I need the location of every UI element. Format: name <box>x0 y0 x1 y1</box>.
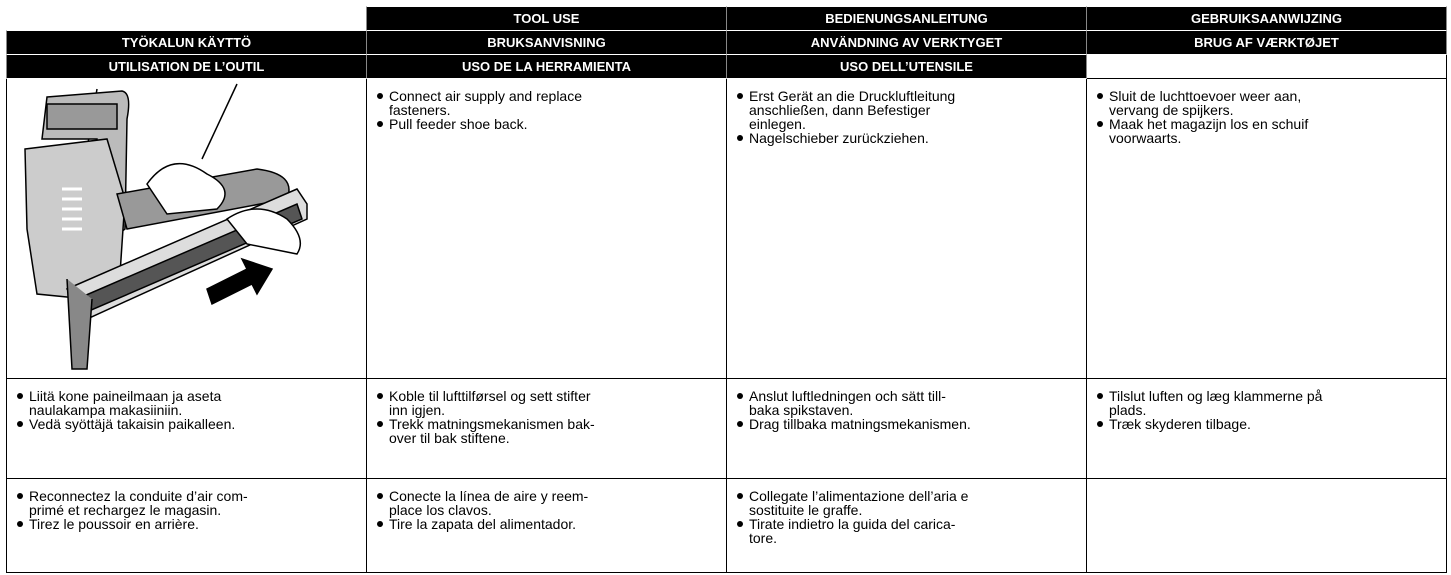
bullet-item: Koble til lufttilførsel og sett stifter … <box>375 389 718 417</box>
header-cell: TYÖKALUN KÄYTTÖ <box>6 30 367 55</box>
bullet-item: Pull feeder shoe back. <box>375 117 718 131</box>
bullet-text: Sluit de luchttoevoer weer aan, vervang … <box>1109 88 1302 118</box>
bullet-item: Maak het magazijn los en schuif voorwaar… <box>1095 117 1438 145</box>
bullet-dot <box>737 93 743 99</box>
text-cell: Sluit de luchttoevoer weer aan, vervang … <box>1086 78 1447 379</box>
bullet-text: Tilslut luften og læg klammerne på plads… <box>1109 388 1323 418</box>
bullet-text: Reconnectez la conduite d’air com- primé… <box>29 488 248 518</box>
text-cell: Tilslut luften og læg klammerne på plads… <box>1086 378 1447 479</box>
header-cell: UTILISATION DE L’OUTIL <box>6 54 367 79</box>
bullet-item: Vedä syöttäjä takaisin paikalleen. <box>15 417 358 431</box>
text-cell: Connect air supply and replace fasteners… <box>366 78 727 379</box>
bullet-dot <box>377 393 383 399</box>
bullet-text: Connect air supply and replace fasteners… <box>389 88 583 118</box>
bullet-dot <box>17 421 23 427</box>
bullet-text: Liitä kone paineilmaan ja aseta naulakam… <box>29 388 222 418</box>
header-cell: BRUG AF VÆRKTØJET <box>1086 30 1447 55</box>
bullet-dot <box>1097 421 1103 427</box>
bullet-item: Træk skyderen tilbage. <box>1095 417 1438 431</box>
bullet-dot <box>1097 93 1103 99</box>
bullet-item: Tirate indietro la guida del carica- tor… <box>735 517 1078 545</box>
bullet-text: Trekk matningsmekanismen bak- over til b… <box>389 416 595 446</box>
text-cell: Koble til lufttilførsel og sett stifter … <box>366 378 727 479</box>
bullet-dot <box>17 493 23 499</box>
bullet-item: Tire la zapata del alimentador. <box>375 517 718 531</box>
bullet-item: Drag tillbaka matningsmekanismen. <box>735 417 1078 431</box>
bullet-item: Tilslut luften og læg klammerne på plads… <box>1095 389 1438 417</box>
bullet-text: Træk skyderen tilbage. <box>1109 416 1251 432</box>
bullet-dot <box>377 493 383 499</box>
empty-cell <box>1086 54 1447 79</box>
bullet-dot <box>737 135 743 141</box>
bullet-item: Conecte la línea de aire y reem- place l… <box>375 489 718 517</box>
header-cell: GEBRUIKSAANWIJZING <box>1086 6 1447 31</box>
text-cell: Reconnectez la conduite d’air com- primé… <box>6 478 367 573</box>
header-cell: BRUKSANVISNING <box>366 30 727 55</box>
bullet-text: Vedä syöttäjä takaisin paikalleen. <box>29 416 236 432</box>
bullet-item: Connect air supply and replace fasteners… <box>375 89 718 117</box>
bullet-text: Nagelschieber zurückziehen. <box>749 130 929 146</box>
empty-cell <box>1086 478 1447 573</box>
bullet-dot <box>737 493 743 499</box>
bullet-text: Drag tillbaka matningsmekanismen. <box>749 416 971 432</box>
text-cell: Anslut luftledningen och sätt till- baka… <box>726 378 1087 479</box>
header-cell: ANVÄNDNING AV VERKTYGET <box>726 30 1087 55</box>
bullet-text: Pull feeder shoe back. <box>389 116 528 132</box>
bullet-text: Erst Gerät an die Druckluftleitung ansch… <box>749 88 956 132</box>
header-cell: USO DELL’UTENSILE <box>726 54 1087 79</box>
bullet-dot <box>737 521 743 527</box>
nail-gun-illustration <box>24 83 308 370</box>
bullet-item: Collegate l’alimentazione dell’aria e so… <box>735 489 1078 517</box>
bullet-text: Collegate l’alimentazione dell’aria e so… <box>749 488 969 518</box>
bullet-dot <box>737 393 743 399</box>
bullet-text: Conecte la línea de aire y reem- place l… <box>389 488 589 518</box>
bullet-item: Erst Gerät an die Druckluftleitung ansch… <box>735 89 1078 131</box>
bullet-dot <box>377 421 383 427</box>
bullet-dot <box>1097 393 1103 399</box>
text-cell: Liitä kone paineilmaan ja aseta naulakam… <box>6 378 367 479</box>
bullet-item: Reconnectez la conduite d’air com- primé… <box>15 489 358 517</box>
bullet-dot <box>377 521 383 527</box>
text-cell: Erst Gerät an die Druckluftleitung ansch… <box>726 78 1087 379</box>
bullet-dot <box>1097 121 1103 127</box>
bullet-text: Anslut luftledningen och sätt till- baka… <box>749 388 946 418</box>
bullet-item: Sluit de luchttoevoer weer aan, vervang … <box>1095 89 1438 117</box>
bullet-dot <box>17 521 23 527</box>
bullet-dot <box>377 93 383 99</box>
bullet-dot <box>377 121 383 127</box>
header-cell: TOOL USE <box>366 6 727 31</box>
bullet-item: Liitä kone paineilmaan ja aseta naulakam… <box>15 389 358 417</box>
bullet-dot <box>17 393 23 399</box>
bullet-text: Maak het magazijn los en schuif voorwaar… <box>1109 116 1309 146</box>
header-cell: USO DE LA HERRAMIENTA <box>366 54 727 79</box>
bullet-text: Koble til lufttilførsel og sett stifter … <box>389 388 591 418</box>
bullet-text: Tirate indietro la guida del carica- tor… <box>749 516 956 546</box>
bullet-item: Anslut luftledningen och sätt till- baka… <box>735 389 1078 417</box>
bullet-text: Tirez le poussoir en arrière. <box>29 516 199 532</box>
bullet-item: Nagelschieber zurückziehen. <box>735 131 1078 145</box>
header-cell: BEDIENUNGSANLEITUNG <box>726 6 1087 31</box>
bullet-dot <box>737 421 743 427</box>
text-cell: Collegate l’alimentazione dell’aria e so… <box>726 478 1087 573</box>
bullet-item: Tirez le poussoir en arrière. <box>15 517 358 531</box>
text-cell: Conecte la línea de aire y reem- place l… <box>366 478 727 573</box>
bullet-text: Tire la zapata del alimentador. <box>389 516 577 532</box>
bullet-item: Trekk matningsmekanismen bak- over til b… <box>375 417 718 445</box>
